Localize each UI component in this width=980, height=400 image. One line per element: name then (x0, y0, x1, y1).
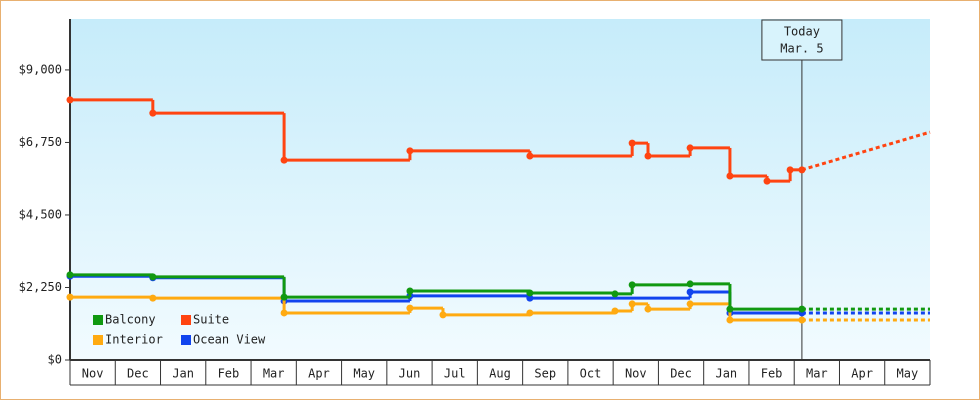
legend-swatch (181, 315, 191, 325)
legend-swatch (181, 335, 191, 345)
x-tick-label: Dec (670, 367, 692, 381)
point (628, 300, 636, 308)
point (526, 309, 534, 317)
point (66, 96, 74, 104)
point (686, 280, 694, 288)
y-tick-label: $6,750 (19, 135, 62, 149)
x-tick-label: Feb (761, 367, 783, 381)
x-tick-label: May (897, 367, 919, 381)
point (628, 281, 636, 289)
point (686, 144, 694, 152)
point (149, 109, 157, 117)
point (280, 293, 288, 301)
legend-label: Ocean View (193, 333, 266, 347)
point (526, 294, 534, 302)
point (611, 290, 619, 298)
y-tick-label: $9,000 (19, 62, 62, 76)
point (526, 289, 534, 297)
legend-label: Balcony (105, 313, 156, 327)
point (406, 287, 414, 295)
point (798, 305, 806, 313)
y-tick-label: $4,500 (19, 207, 62, 221)
today-label: Today (784, 25, 820, 39)
x-tick-label: Nov (82, 367, 104, 381)
x-tick-label: Mar (806, 367, 828, 381)
legend-swatch (93, 335, 103, 345)
point (686, 288, 694, 296)
point (406, 147, 414, 155)
point (798, 166, 806, 174)
point (726, 172, 734, 180)
x-tick-label: Jan (172, 367, 194, 381)
x-tick-label: Nov (625, 367, 647, 381)
point (280, 309, 288, 317)
point (526, 152, 534, 160)
point (149, 273, 157, 281)
point (66, 293, 74, 301)
x-tick-label: Sep (534, 367, 556, 381)
point (763, 177, 771, 185)
legend-label: Suite (193, 313, 229, 327)
point (66, 271, 74, 279)
legend-swatch (93, 315, 103, 325)
today-box (761, 19, 843, 61)
today-date: Mar. 5 (780, 42, 823, 56)
point (611, 307, 619, 315)
y-tick-label: $2,250 (19, 280, 62, 294)
series (66, 96, 931, 185)
point (644, 152, 652, 160)
point (686, 300, 694, 308)
point (439, 311, 447, 319)
point (786, 166, 794, 174)
point (726, 316, 734, 324)
series (66, 293, 930, 324)
plot-area (70, 19, 930, 360)
x-tick-label: Aug (489, 367, 511, 381)
point (726, 305, 734, 313)
x-tick-label: Feb (218, 367, 240, 381)
x-tick-label: May (353, 367, 375, 381)
point (798, 316, 806, 324)
projection-line (801, 130, 931, 172)
x-tick-label: Dec (127, 367, 149, 381)
y-tick-label: $0 (48, 353, 62, 367)
x-tick-label: Jan (715, 367, 737, 381)
x-tick-label: Mar (263, 367, 285, 381)
point (280, 156, 288, 164)
x-tick-label: Oct (580, 367, 602, 381)
x-tick-label: Jul (444, 367, 466, 381)
legend-label: Interior (105, 333, 163, 347)
point (628, 139, 636, 147)
point (406, 304, 414, 312)
x-tick-label: Apr (308, 367, 330, 381)
point (149, 294, 157, 302)
x-tick-label: Apr (851, 367, 873, 381)
x-tick-label: Jun (399, 367, 421, 381)
point (644, 305, 652, 313)
series (66, 271, 930, 313)
